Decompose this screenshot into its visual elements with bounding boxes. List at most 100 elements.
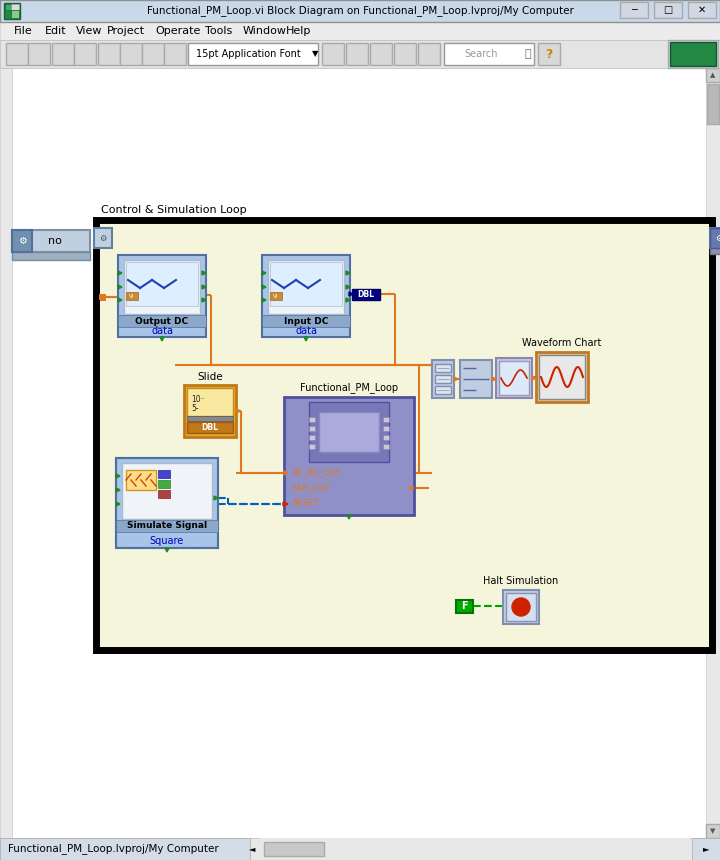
Bar [126, 470, 156, 490]
Bar [670, 42, 716, 66]
Bar [184, 385, 236, 437]
Polygon shape [346, 271, 350, 275]
Bar [309, 417, 315, 422]
Text: Search: Search [464, 49, 498, 59]
Text: ▼: ▼ [711, 828, 716, 834]
Polygon shape [304, 337, 308, 341]
Bar [706, 824, 720, 838]
Bar [499, 361, 529, 395]
Bar [352, 289, 380, 300]
Bar [370, 43, 392, 65]
Bar [0, 68, 706, 838]
Bar [710, 228, 720, 248]
Polygon shape [116, 502, 120, 506]
Text: Input DC: Input DC [284, 316, 328, 325]
Bar [654, 2, 682, 18]
Bar [12, 230, 90, 252]
Text: View: View [76, 26, 102, 36]
Bar [142, 43, 164, 65]
Text: Operate: Operate [156, 26, 201, 36]
Polygon shape [283, 502, 287, 506]
Bar [94, 228, 112, 248]
Bar [383, 444, 389, 449]
Bar [270, 262, 342, 306]
Text: data: data [295, 326, 317, 336]
Bar [126, 292, 138, 300]
Bar [158, 470, 170, 478]
Bar [187, 422, 233, 433]
Bar [12, 230, 32, 252]
Polygon shape [165, 548, 169, 552]
Polygon shape [349, 292, 353, 296]
Text: Output DC: Output DC [135, 316, 189, 325]
Bar [309, 402, 389, 462]
Bar [164, 43, 186, 65]
Bar [116, 458, 218, 548]
Bar [100, 294, 106, 301]
Bar [98, 43, 120, 65]
Text: ⚙: ⚙ [17, 236, 27, 246]
Text: 15pt Application Font: 15pt Application Font [196, 49, 300, 59]
Bar [28, 43, 50, 65]
Text: RESET: RESET [292, 500, 319, 508]
Text: ✕: ✕ [698, 5, 706, 15]
Polygon shape [346, 285, 350, 289]
Bar [0, 68, 12, 838]
Polygon shape [410, 486, 414, 490]
Polygon shape [236, 409, 241, 413]
Bar [710, 228, 720, 248]
Text: data: data [151, 326, 173, 336]
Polygon shape [214, 496, 218, 500]
Polygon shape [284, 502, 288, 506]
Bar [688, 2, 716, 18]
Bar [5, 4, 11, 10]
Bar [268, 260, 344, 314]
Text: Functional_PM_Loop.vi Block Diagram on Functional_PM_Loop.lvproj/My Computer: Functional_PM_Loop.vi Block Diagram on F… [147, 5, 573, 16]
Bar [692, 838, 720, 860]
Bar [4, 3, 20, 19]
Polygon shape [116, 488, 120, 492]
Polygon shape [118, 285, 122, 289]
Text: ─: ─ [631, 5, 637, 15]
Bar [52, 43, 74, 65]
Bar [118, 315, 206, 327]
Polygon shape [160, 337, 164, 341]
Text: ▲: ▲ [711, 72, 716, 78]
Text: Waveform Chart: Waveform Chart [522, 338, 602, 348]
Polygon shape [492, 377, 496, 381]
Bar [187, 416, 233, 421]
Text: SAR_OUT: SAR_OUT [292, 483, 331, 493]
Bar [270, 292, 282, 300]
Circle shape [512, 598, 530, 616]
Text: DBL: DBL [202, 423, 218, 433]
Polygon shape [118, 298, 122, 302]
Bar [322, 43, 344, 65]
Text: F: F [461, 601, 467, 611]
Polygon shape [202, 285, 206, 289]
Bar [444, 43, 534, 65]
Bar [0, 838, 250, 860]
Bar [260, 838, 690, 860]
Polygon shape [454, 377, 458, 381]
Bar [506, 593, 536, 621]
Bar [503, 590, 539, 624]
Bar [706, 68, 720, 838]
Bar [456, 600, 473, 613]
Text: VI: VI [130, 293, 135, 298]
Polygon shape [347, 515, 351, 519]
Bar [319, 412, 379, 452]
Bar [116, 520, 218, 532]
Bar [264, 842, 324, 856]
Bar [309, 426, 315, 431]
Text: Simulate Signal: Simulate Signal [127, 521, 207, 531]
Bar [536, 352, 588, 402]
Bar [538, 43, 560, 65]
Polygon shape [346, 298, 350, 302]
Bar [6, 43, 28, 65]
Text: Edit: Edit [45, 26, 66, 36]
Polygon shape [262, 298, 266, 302]
Text: ◄: ◄ [248, 845, 256, 853]
Bar [309, 435, 315, 440]
Bar [96, 220, 712, 650]
Text: ?: ? [545, 47, 553, 60]
